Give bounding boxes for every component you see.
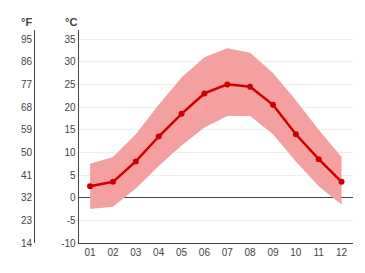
svg-text:15: 15	[65, 124, 77, 135]
svg-text:25: 25	[65, 79, 77, 90]
svg-text:30: 30	[65, 56, 77, 67]
svg-text:06: 06	[199, 247, 211, 258]
svg-text:10: 10	[65, 147, 77, 158]
svg-text:50: 50	[21, 147, 33, 158]
svg-text:08: 08	[245, 247, 257, 258]
svg-text:-10: -10	[61, 238, 76, 249]
svg-text:14: 14	[21, 238, 33, 249]
svg-text:5: 5	[70, 170, 76, 181]
svg-text:32: 32	[21, 192, 33, 203]
svg-text:20: 20	[65, 102, 77, 113]
svg-text:10: 10	[290, 247, 302, 258]
svg-text:03: 03	[130, 247, 142, 258]
svg-text:41: 41	[21, 170, 33, 181]
svg-text:86: 86	[21, 56, 33, 67]
svg-text:12: 12	[336, 247, 348, 258]
svg-text:95: 95	[21, 34, 33, 45]
svg-text:04: 04	[153, 247, 165, 258]
svg-text:0: 0	[70, 192, 76, 203]
svg-text:11: 11	[314, 247, 325, 258]
svg-text:02: 02	[107, 247, 119, 258]
svg-text:23: 23	[21, 215, 33, 226]
svg-text:-5: -5	[67, 215, 76, 226]
svg-text:05: 05	[176, 247, 188, 258]
svg-text:59: 59	[21, 124, 33, 135]
svg-text:35: 35	[65, 34, 77, 45]
svg-text:09: 09	[267, 247, 279, 258]
svg-text:°C: °C	[65, 16, 77, 28]
svg-text:01: 01	[85, 247, 97, 258]
svg-text:°F: °F	[21, 16, 32, 28]
svg-text:77: 77	[21, 79, 33, 90]
svg-text:68: 68	[21, 102, 33, 113]
svg-text:07: 07	[222, 247, 234, 258]
